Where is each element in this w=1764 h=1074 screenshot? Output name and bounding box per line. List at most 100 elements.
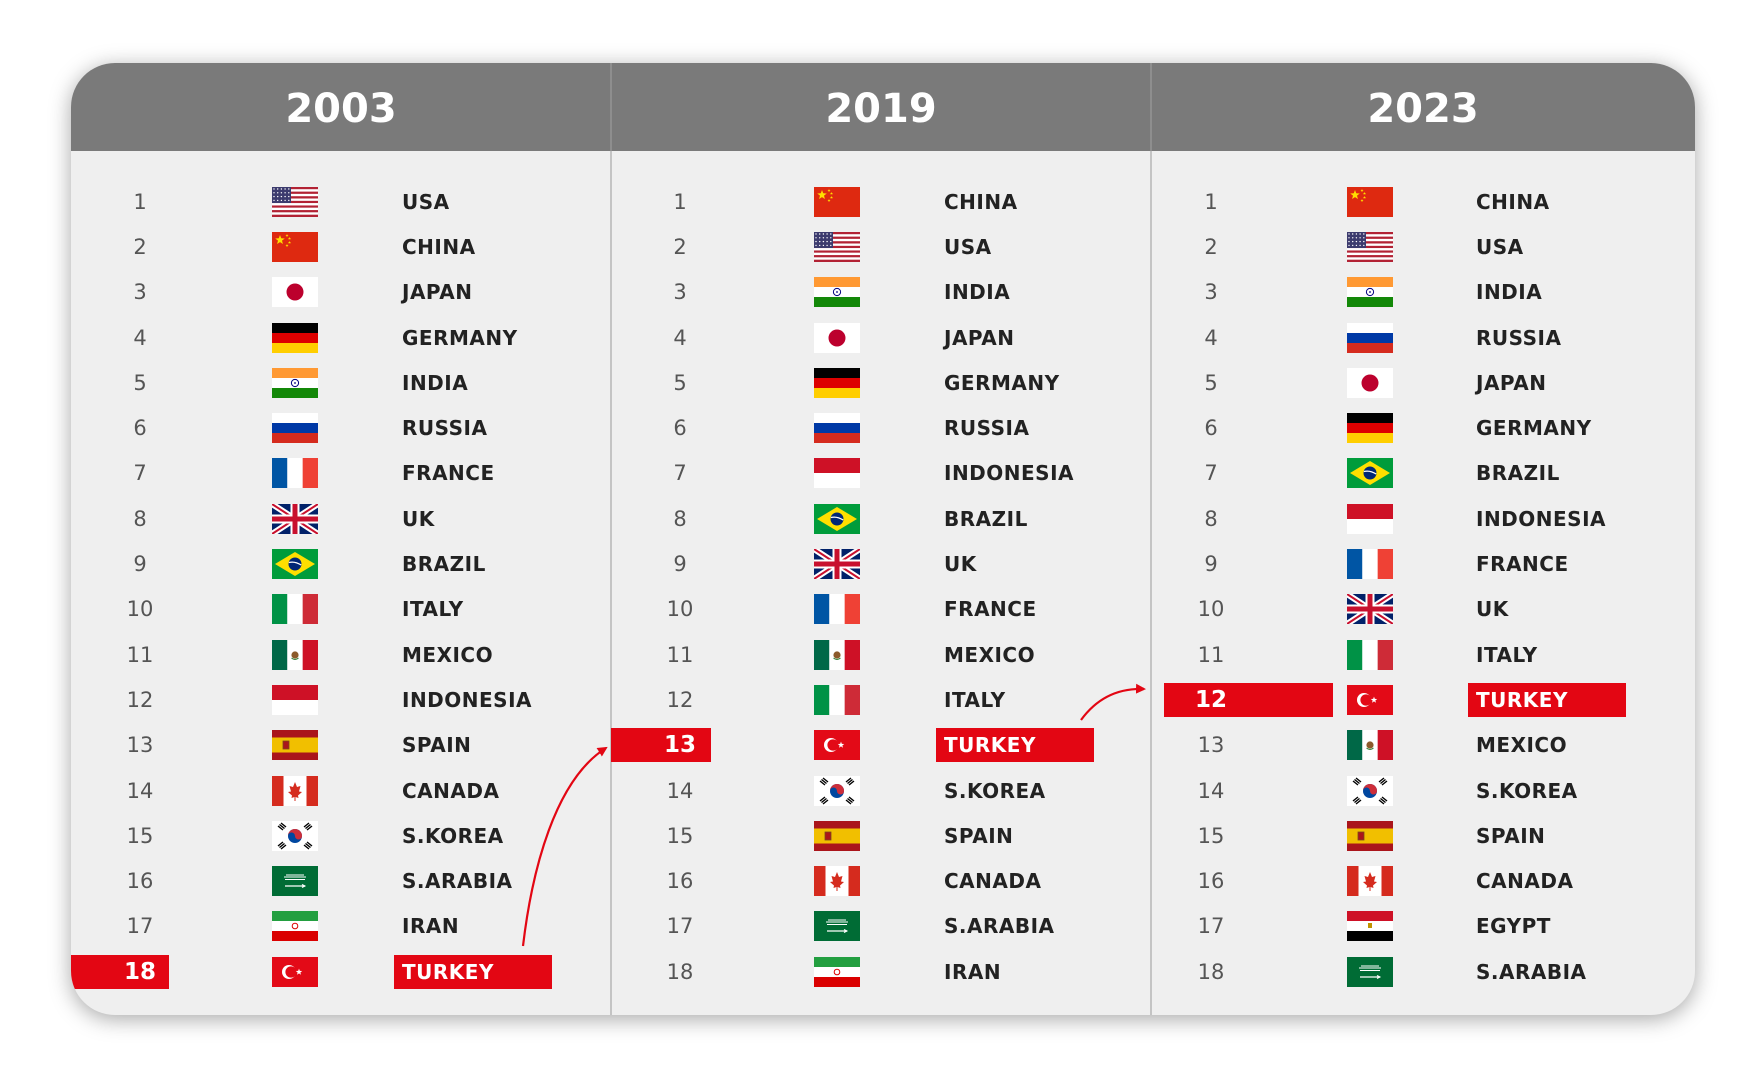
- country-name: GERMANY: [402, 325, 518, 350]
- rank-number: 4: [1204, 325, 1218, 350]
- country-name: FRANCE: [1476, 552, 1569, 577]
- cn-flag-icon: [272, 231, 318, 262]
- rank-number: 14: [126, 778, 154, 803]
- eg-flag-icon: [1347, 911, 1393, 942]
- rank-number: 10: [126, 597, 154, 622]
- highlight-rank-box: [1164, 682, 1333, 717]
- ca-flag-icon: [272, 775, 318, 806]
- br-flag-icon: [1347, 458, 1393, 489]
- country-name: S.ARABIA: [402, 869, 513, 894]
- country-name: TURKEY: [1476, 687, 1568, 712]
- rank-number: 9: [1204, 552, 1218, 577]
- country-name: CANADA: [1476, 869, 1574, 894]
- fr-flag-icon: [1347, 549, 1393, 580]
- country-name: IRAN: [944, 959, 1002, 984]
- year-2023-heading: 2023: [1367, 86, 1479, 132]
- country-name: S.KOREA: [402, 823, 504, 848]
- rank-number: 14: [666, 778, 694, 803]
- rank-number: 1: [133, 189, 147, 214]
- rank-number: 2: [1204, 234, 1218, 259]
- rank-number: 16: [126, 869, 154, 894]
- mx-flag-icon: [272, 639, 318, 670]
- highlight-rank-box: [611, 728, 711, 763]
- cn-flag-icon: [1347, 186, 1393, 217]
- it-flag-icon: [272, 594, 318, 625]
- rank-number: 3: [1204, 280, 1218, 305]
- rank-number: 4: [133, 325, 147, 350]
- rank-number: 7: [1204, 461, 1218, 486]
- country-name: S.KOREA: [1476, 778, 1578, 803]
- country-name: ITALY: [944, 687, 1006, 712]
- header-divider: [610, 63, 612, 151]
- kr-flag-icon: [814, 775, 860, 806]
- ir-flag-icon: [272, 911, 318, 942]
- rank-number: 17: [666, 914, 694, 939]
- column-divider: [610, 63, 612, 1015]
- jp-flag-icon: [1347, 367, 1393, 398]
- country-name: UK: [402, 506, 435, 531]
- id-flag-icon: [1347, 503, 1393, 534]
- ir-flag-icon: [814, 956, 860, 987]
- de-flag-icon: [814, 367, 860, 398]
- country-name: INDIA: [1476, 280, 1543, 305]
- rank-number: 17: [1197, 914, 1225, 939]
- rank-number: 13: [126, 733, 154, 758]
- ranking-card: 2003 2019 2023 1 USA 2 CHINA 3 JAPAN 4 GERMANY 5…: [71, 63, 1695, 1015]
- rank-number: 7: [133, 461, 147, 486]
- in-flag-icon: [1347, 277, 1393, 308]
- highlight-country-box: [394, 954, 552, 989]
- country-name: UK: [1476, 597, 1509, 622]
- country-name: IRAN: [402, 914, 460, 939]
- country-name: UK: [944, 552, 977, 577]
- highlight-country-box: [1468, 682, 1626, 717]
- rank-number: 11: [666, 642, 694, 667]
- country-name: USA: [944, 234, 992, 259]
- header-divider: [1150, 63, 1152, 151]
- header-bar: [71, 63, 1695, 151]
- tr-flag-icon: [272, 956, 318, 987]
- gb-flag-icon: [1347, 594, 1393, 625]
- ca-flag-icon: [1347, 866, 1393, 897]
- country-name: BRAZIL: [402, 552, 486, 577]
- country-name: BRAZIL: [1476, 461, 1560, 486]
- us-flag-icon: [1347, 231, 1393, 262]
- ru-flag-icon: [1347, 322, 1393, 353]
- tr-flag-icon: [814, 730, 860, 761]
- rank-number: 11: [126, 642, 154, 667]
- country-name: RUSSIA: [1476, 325, 1562, 350]
- it-flag-icon: [1347, 639, 1393, 670]
- rank-number: 12: [126, 687, 154, 712]
- id-flag-icon: [814, 458, 860, 489]
- country-name: JAPAN: [944, 325, 1015, 350]
- country-name: MEXICO: [402, 642, 494, 667]
- country-name: RUSSIA: [944, 416, 1030, 441]
- fr-flag-icon: [272, 458, 318, 489]
- es-flag-icon: [272, 730, 318, 761]
- rank-number: 8: [1204, 506, 1218, 531]
- country-name: GERMANY: [1476, 416, 1592, 441]
- sa-flag-icon: [272, 866, 318, 897]
- sa-flag-icon: [814, 911, 860, 942]
- in-flag-icon: [814, 277, 860, 308]
- country-name: INDIA: [944, 280, 1011, 305]
- rank-number: 15: [666, 823, 694, 848]
- jp-flag-icon: [814, 322, 860, 353]
- country-name: TURKEY: [402, 959, 494, 984]
- rank-number: 14: [1197, 778, 1225, 803]
- country-name: GERMANY: [944, 370, 1060, 395]
- rank-number: 8: [133, 506, 147, 531]
- br-flag-icon: [814, 503, 860, 534]
- gb-flag-icon: [272, 503, 318, 534]
- rank-number: 12: [1194, 686, 1227, 713]
- country-name: INDONESIA: [944, 461, 1075, 486]
- rank-number: 1: [1204, 189, 1218, 214]
- gb-flag-icon: [814, 549, 860, 580]
- rank-number: 6: [133, 416, 147, 441]
- sa-flag-icon: [1347, 956, 1393, 987]
- rank-number: 3: [673, 280, 687, 305]
- highlight-rank-box: [71, 954, 169, 989]
- rank-number: 10: [666, 597, 694, 622]
- mx-flag-icon: [814, 639, 860, 670]
- country-name: INDIA: [402, 370, 469, 395]
- it-flag-icon: [814, 684, 860, 715]
